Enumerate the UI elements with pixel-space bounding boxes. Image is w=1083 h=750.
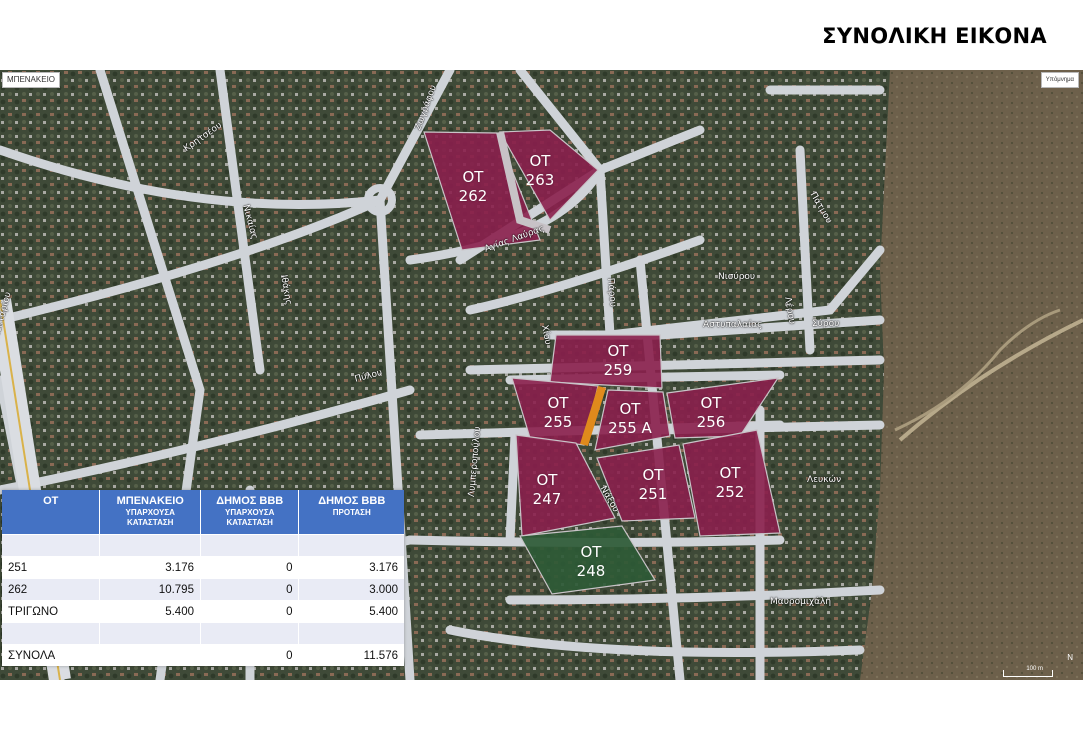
cell-totals-label: ΣΥΝΟΛΑ [2, 644, 101, 666]
table-row: 251 3.176 0 3.176 [2, 556, 404, 578]
column-header-dimos-proposal: ΔΗΜΟΣ ΒΒΒ ΠΡΟΤΑΣΗ [299, 490, 404, 534]
column-header-ot: ΟΤ [2, 490, 101, 534]
column-header-benakeio: ΜΠΕΝΑΚΕΙΟ ΥΠΑΡΧΟΥΣΑ ΚΑΤΑΣΤΑΣΗ [100, 490, 201, 534]
street-label: Λευκών [807, 475, 842, 485]
street-label: Νισύρου [718, 272, 756, 282]
cell-totals-dimos-proposal: 11.576 [299, 644, 404, 666]
table-totals-row: ΣΥΝΟΛΑ 0 11.576 [2, 644, 404, 666]
cell-dimos-proposal: 3.000 [299, 578, 404, 600]
map-canvas [0, 70, 1083, 680]
scale-bar [1003, 670, 1053, 677]
cell-dimos-proposal: 3.176 [299, 556, 404, 578]
corner-tag-left: ΜΠΕΝΑΚΕΙΟ [2, 72, 61, 88]
block-263 [498, 129, 599, 221]
table-row: 262 10.795 0 3.000 [2, 578, 404, 600]
table-row-blank [2, 622, 404, 644]
cell-ot: ΤΡΙΓΩΝΟ [2, 600, 101, 622]
block-262 [423, 131, 541, 251]
street-label: Αστυπαλαίας [703, 320, 763, 330]
north-arrow-icon: N [1067, 653, 1073, 662]
cell-totals-benakeio [100, 644, 201, 666]
table-row: ΤΡΙΓΩΝΟ 5.400 0 5.400 [2, 600, 404, 622]
cell-dimos-existing: 0 [200, 556, 300, 578]
block-252 [682, 429, 781, 537]
cell-benakeio: 10.795 [100, 578, 201, 600]
cell-ot: 251 [2, 556, 101, 578]
cell-ot: 262 [2, 578, 101, 600]
block-248 [519, 525, 656, 595]
cell-dimos-existing: 0 [200, 600, 300, 622]
summary-table: ΟΤ ΜΠΕΝΑΚΕΙΟ ΥΠΑΡΧΟΥΣΑ ΚΑΤΑΣΤΑΣΗ ΔΗΜΟΣ Β… [2, 490, 404, 666]
cell-dimos-existing: 0 [200, 578, 300, 600]
table-row-blank [2, 534, 404, 556]
aerial-map[interactable]: ΜΠΕΝΑΚΕΙΟ Υπόμνημα ΟΤ 262 ΟΤ 263 ΟΤ 259 ΟΤ 2… [0, 70, 1083, 680]
scale-label: 100 m [1026, 666, 1043, 672]
street-label: Σύρου [812, 319, 840, 329]
block-259 [549, 334, 663, 389]
block-255a [594, 389, 671, 451]
orange-strip [580, 386, 606, 446]
table-header-row: ΟΤ ΜΠΕΝΑΚΕΙΟ ΥΠΑΡΧΟΥΣΑ ΚΑΤΑΣΤΑΣΗ ΔΗΜΟΣ Β… [2, 490, 404, 534]
legend-tag[interactable]: Υπόμνημα [1040, 72, 1079, 88]
column-header-dimos-existing: ΔΗΜΟΣ ΒΒΒ ΥΠΑΡΧΟΥΣΑ ΚΑΤΑΣΤΑΣΗ [200, 490, 300, 534]
cell-totals-dimos-existing: 0 [200, 644, 300, 666]
street-label: Μαυρομιχάλη [770, 597, 832, 607]
block-247 [515, 434, 616, 537]
page-title: ΣΥΝΟΛΙΚΗ ΕΙΚΟΝΑ [822, 24, 1047, 48]
cell-benakeio: 3.176 [100, 556, 201, 578]
urban-blocks [423, 129, 781, 595]
block-251 [596, 444, 696, 522]
cell-dimos-proposal: 5.400 [299, 600, 404, 622]
cell-benakeio: 5.400 [100, 600, 201, 622]
